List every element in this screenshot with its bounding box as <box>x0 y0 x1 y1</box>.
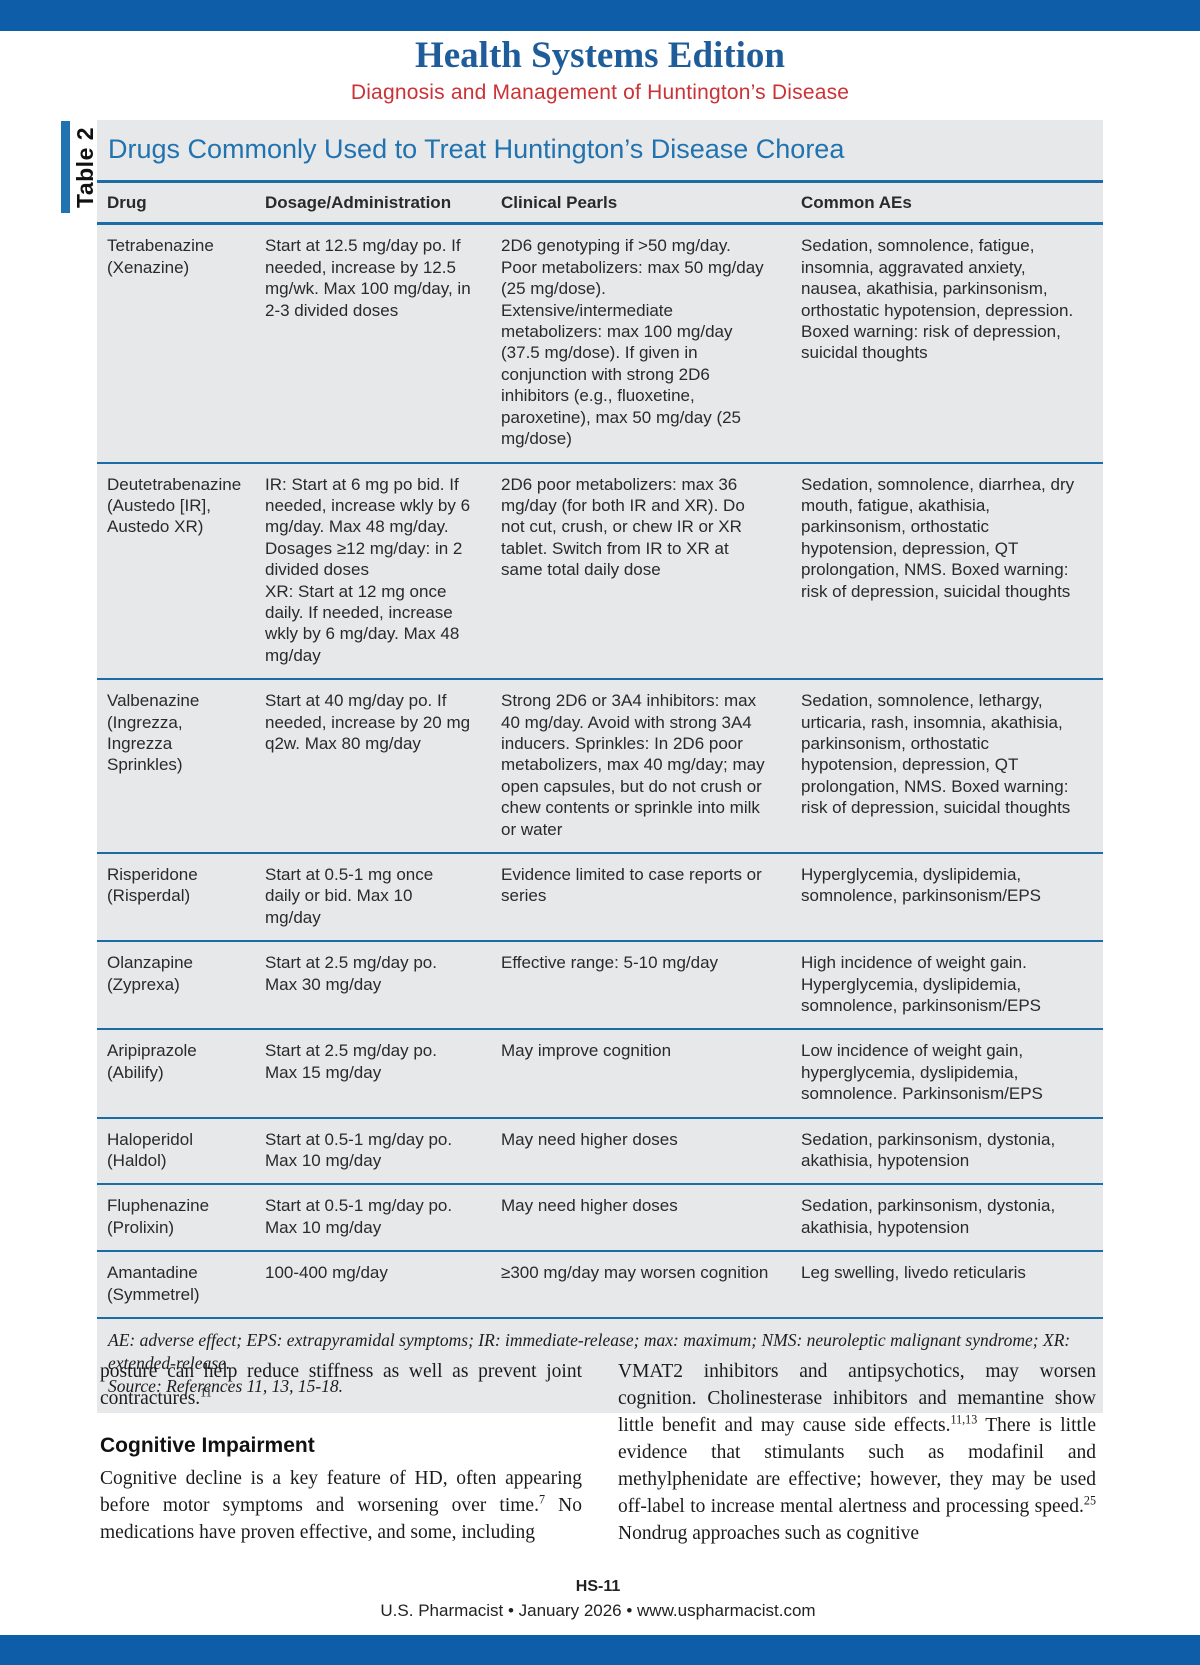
cell-drug: Aripiprazole (Abilify) <box>107 1041 197 1082</box>
cell-dosage: 100-400 mg/day <box>265 1263 388 1283</box>
drug-table: Drugs Commonly Used to Treat Huntington’… <box>97 120 1103 1414</box>
table-row-aripiprazole: Aripiprazole (Abilify) Start at 2.5 mg/d… <box>97 1030 1103 1119</box>
cell-dosage: IR: Start at 6 mg po bid. If needed, inc… <box>265 474 471 665</box>
cell-common-aes: Sedation, somnolence, fatigue, insomnia,… <box>801 236 1074 363</box>
cell-clinical-pearls: 2D6 genotyping if >50 mg/day. Poor metab… <box>501 236 764 449</box>
top-banner-bar <box>0 0 1200 31</box>
page-number: HS-11 <box>575 1578 621 1595</box>
reference-superscript: 11 <box>200 1385 212 1400</box>
cell-drug: Deutetrabenazine (Austedo [IR], Austedo … <box>107 474 242 537</box>
cell-common-aes: Leg swelling, livedo reticularis <box>801 1263 1026 1283</box>
body-column-left: posture can help reduce stiffness as wel… <box>100 1358 582 1546</box>
paragraph-text: posture can help reduce stiffness as wel… <box>100 1361 582 1409</box>
bottom-banner-bar <box>0 1635 1200 1665</box>
cell-common-aes: Sedation, somnolence, lethargy, urticari… <box>801 691 1071 818</box>
paragraph-text: No medications have proven effective, an… <box>100 1495 582 1543</box>
paragraph-text: There is little evidence that stimulants… <box>618 1415 1096 1517</box>
cell-clinical-pearls: May need higher doses <box>501 1129 678 1149</box>
table-row-amantadine: Amantadine (Symmetrel) 100-400 mg/day ≥3… <box>97 1252 1103 1320</box>
cell-common-aes: Sedation, parkinsonism, dystonia, akathi… <box>801 1196 1056 1237</box>
footnote-abbreviations: AE: adverse effect; EPS: extrapyramidal … <box>108 1330 1071 1373</box>
cell-clinical-pearls: 2D6 poor metabolizers: max 36 mg/day (fo… <box>501 474 745 580</box>
cell-drug: Valbenazine (Ingrezza, Ingrezza Sprinkle… <box>107 691 200 775</box>
table-column-headers: Drug Dosage/Administration Clinical Pear… <box>97 183 1103 222</box>
cell-drug: Olanzapine (Zyprexa) <box>107 953 194 994</box>
table-row-deutetrabenazine: Deutetrabenazine (Austedo [IR], Austedo … <box>97 464 1103 681</box>
masthead: Health Systems Edition Diagnosis and Man… <box>0 35 1200 105</box>
cell-drug: Fluphenazine (Prolixin) <box>107 1196 210 1237</box>
reference-superscript: 7 <box>538 1492 546 1507</box>
cell-dosage: Start at 2.5 mg/day po. Max 30 mg/day <box>265 953 437 994</box>
cell-dosage: Start at 40 mg/day po. If needed, increa… <box>265 691 471 753</box>
cell-dosage: Start at 0.5-1 mg/day po. Max 10 mg/day <box>265 1196 453 1237</box>
cell-clinical-pearls: May improve cognition <box>501 1041 672 1061</box>
cell-dosage: Start at 2.5 mg/day po. Max 15 mg/day <box>265 1041 437 1082</box>
table-row-risperidone: Risperidone (Risperdal) Start at 0.5-1 m… <box>97 854 1103 943</box>
page-footer: HS-11 U.S. Pharmacist • January 2026 • w… <box>0 1578 1196 1621</box>
column-header-clinical-pearls: Clinical Pearls <box>501 193 618 213</box>
table-footnote: AE: adverse effect; EPS: extrapyramidal … <box>97 1319 1103 1413</box>
table-rule <box>97 180 1103 184</box>
cell-drug: Haloperidol (Haldol) <box>107 1129 193 1171</box>
section-heading-cognitive-impairment: Cognitive Impairment <box>100 1434 315 1457</box>
article-title: Diagnosis and Management of Huntington’s… <box>350 80 850 104</box>
paragraph-text: Cognitive decline is a key feature of HD… <box>100 1468 582 1516</box>
cell-dosage: Start at 0.5-1 mg/day po. Max 10 mg/day <box>265 1129 453 1171</box>
footnote-source: Source: References 11, 13, 15-18. <box>108 1375 344 1396</box>
paragraph-text: Nondrug approaches such as cognitive <box>618 1523 920 1544</box>
cell-clinical-pearls: Evidence limited to case reports or seri… <box>501 865 762 906</box>
table-row-tetrabenazine: Tetrabenazine (Xenazine) Start at 12.5 m… <box>97 225 1103 464</box>
publication-info: U.S. Pharmacist • January 2026 • www.usp… <box>380 1601 816 1620</box>
cell-common-aes: Hyperglycemia, dyslipidemia, somnolence,… <box>801 865 1042 906</box>
body-paragraph: Cognitive decline is a key feature of HD… <box>100 1465 582 1546</box>
reference-superscript: 11,13 <box>950 1412 978 1427</box>
body-paragraph: posture can help reduce stiffness as wel… <box>100 1358 582 1412</box>
cell-dosage: Start at 0.5-1 mg once daily or bid. Max… <box>265 865 434 927</box>
table-label-text: Table 2 <box>72 126 98 208</box>
column-header-common-aes: Common AEs <box>801 193 912 213</box>
table-rule <box>97 222 1103 226</box>
table-title: Drugs Commonly Used to Treat Huntington’… <box>108 134 845 164</box>
edition-title: Health Systems Edition <box>414 35 786 76</box>
table-row-haloperidol: Haloperidol (Haldol) Start at 0.5-1 mg/d… <box>97 1119 1103 1186</box>
body-column-right: VMAT2 inhibitors and antipsychotics, may… <box>618 1358 1096 1547</box>
cell-common-aes: Sedation, somnolence, diarrhea, dry mout… <box>801 474 1075 601</box>
cell-common-aes: High incidence of weight gain. Hyperglyc… <box>801 953 1042 1016</box>
cell-clinical-pearls: May need higher doses <box>501 1196 678 1216</box>
body-paragraph: VMAT2 inhibitors and antipsychotics, may… <box>618 1358 1096 1547</box>
table-row-fluphenazine: Fluphenazine (Prolixin) Start at 0.5-1 m… <box>97 1185 1103 1253</box>
cell-drug: Tetrabenazine (Xenazine) <box>107 236 214 277</box>
cell-dosage: Start at 12.5 mg/day po. If needed, incr… <box>265 236 471 320</box>
table-row-olanzapine: Olanzapine (Zyprexa) Start at 2.5 mg/day… <box>97 942 1103 1031</box>
cell-drug: Risperidone (Risperdal) <box>107 865 198 906</box>
cell-common-aes: Low incidence of weight gain, hyperglyce… <box>801 1041 1043 1104</box>
cell-clinical-pearls: Strong 2D6 or 3A4 inhibitors: max 40 mg/… <box>501 691 765 839</box>
table-side-label: Table 2 <box>61 121 98 213</box>
cell-clinical-pearls: ≥300 mg/day may worsen cognition <box>501 1263 769 1283</box>
table-row-valbenazine: Valbenazine (Ingrezza, Ingrezza Sprinkle… <box>97 680 1103 855</box>
cell-clinical-pearls: Effective range: 5-10 mg/day <box>501 953 719 973</box>
column-header-dosage: Dosage/Administration <box>265 193 452 213</box>
cell-common-aes: Sedation, parkinsonism, dystonia, akathi… <box>801 1129 1056 1171</box>
cell-drug: Amantadine (Symmetrel) <box>107 1263 200 1304</box>
reference-superscript: 25 <box>1083 1493 1096 1508</box>
paragraph-text: VMAT2 inhibitors and antipsychotics, may… <box>618 1361 1096 1436</box>
table-label-accent-bar <box>61 121 70 213</box>
column-header-drug: Drug <box>107 193 147 213</box>
